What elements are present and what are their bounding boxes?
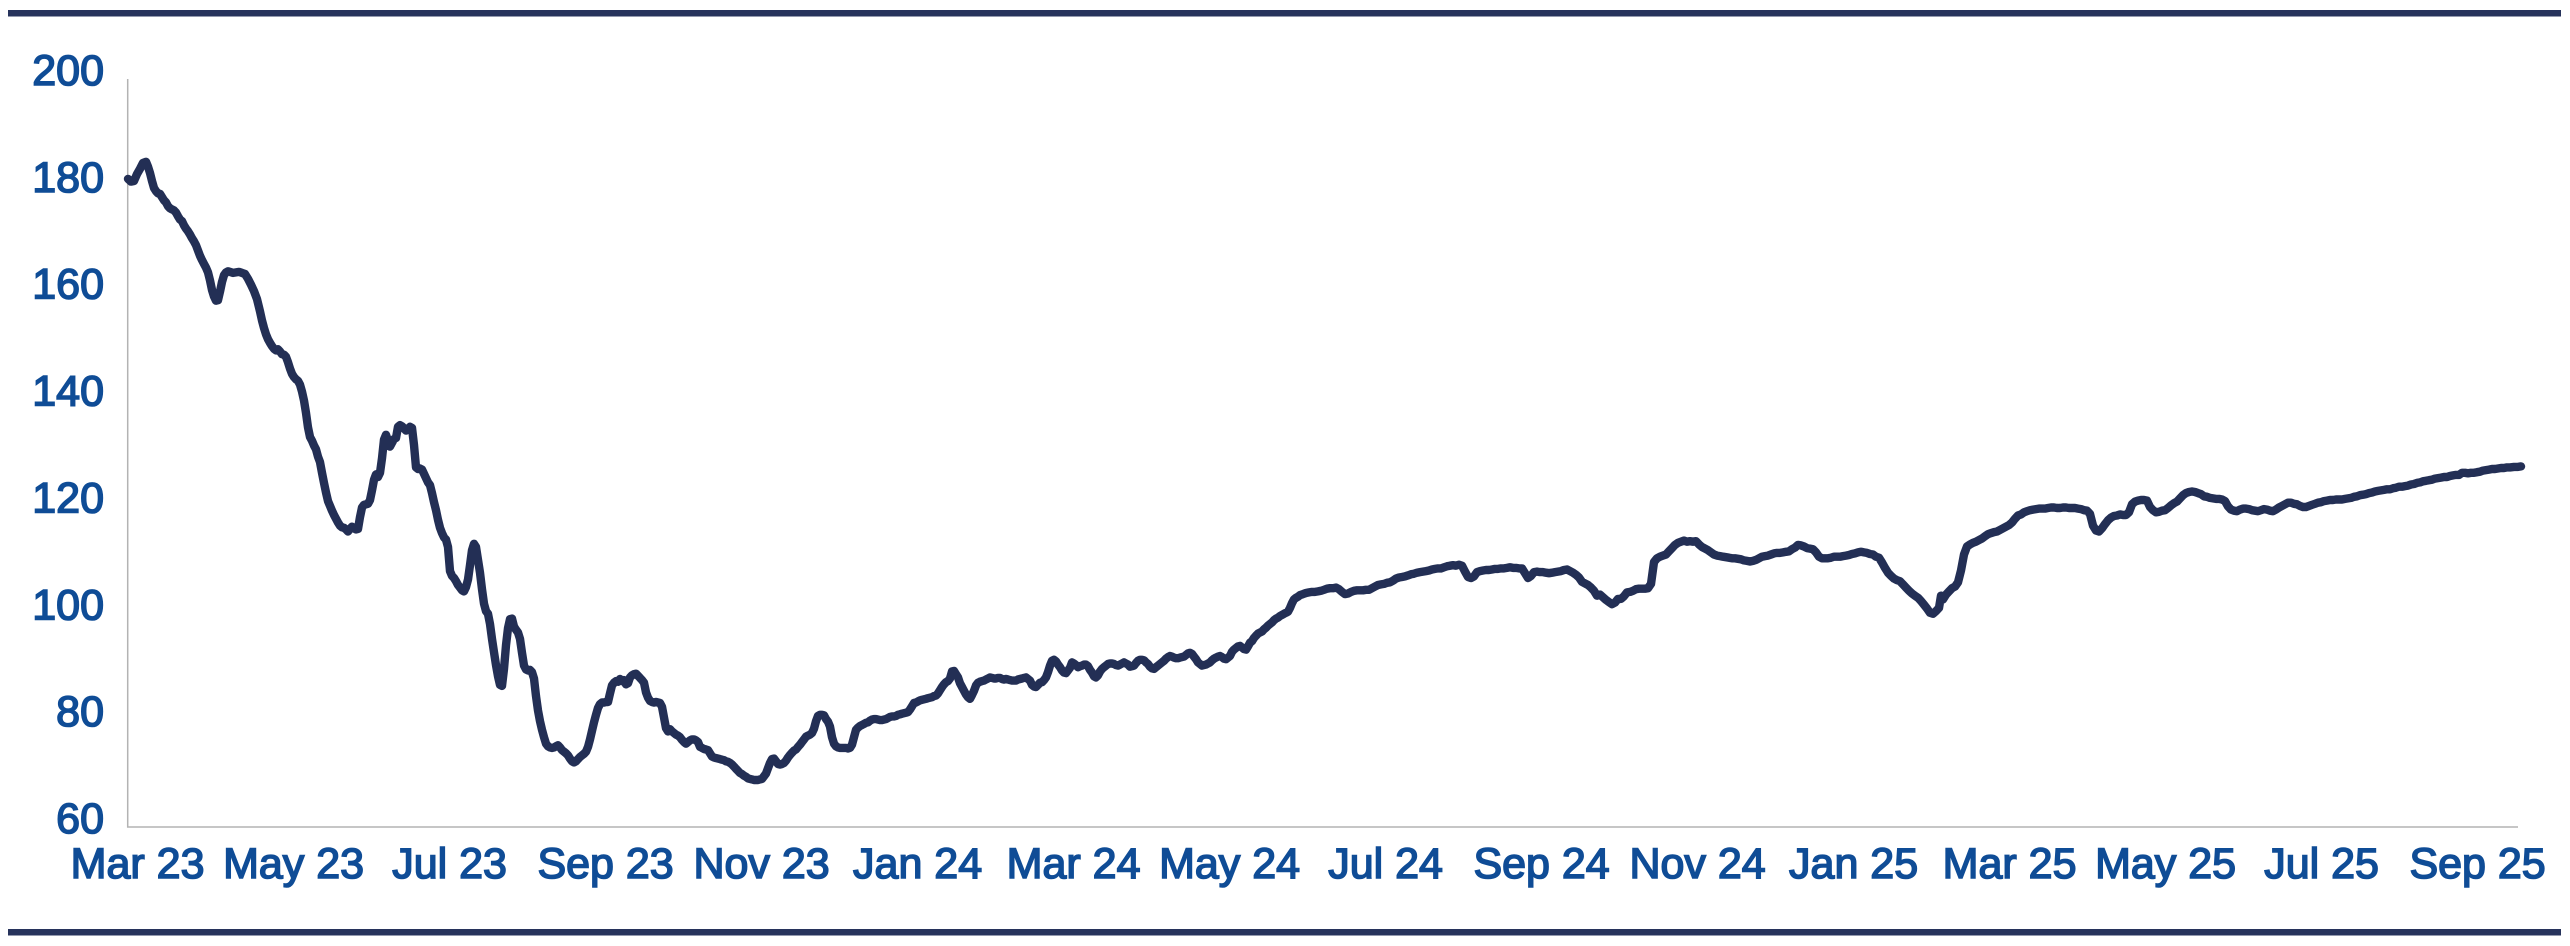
svg-text:60: 60 bbox=[56, 795, 104, 843]
svg-text:Sep 25: Sep 25 bbox=[2409, 840, 2545, 888]
svg-text:Jan 25: Jan 25 bbox=[1789, 840, 1918, 888]
svg-text:May 24: May 24 bbox=[1159, 840, 1300, 888]
svg-text:160: 160 bbox=[32, 261, 104, 309]
svg-text:100: 100 bbox=[32, 581, 104, 629]
svg-text:Nov 23: Nov 23 bbox=[693, 840, 829, 888]
svg-text:180: 180 bbox=[32, 154, 104, 202]
svg-text:Mar 24: Mar 24 bbox=[1007, 840, 1141, 888]
svg-text:May 23: May 23 bbox=[223, 840, 364, 888]
svg-text:Jan 24: Jan 24 bbox=[853, 840, 982, 888]
svg-text:Jul 23: Jul 23 bbox=[392, 840, 507, 888]
svg-text:120: 120 bbox=[32, 474, 104, 522]
svg-text:Mar 25: Mar 25 bbox=[1943, 840, 2077, 888]
svg-text:Jul 25: Jul 25 bbox=[2264, 840, 2379, 888]
svg-text:Nov 24: Nov 24 bbox=[1629, 840, 1765, 888]
svg-text:80: 80 bbox=[56, 688, 104, 736]
svg-text:140: 140 bbox=[32, 368, 104, 416]
svg-text:200: 200 bbox=[32, 47, 104, 95]
svg-text:May 25: May 25 bbox=[2095, 840, 2236, 888]
svg-text:Mar 23: Mar 23 bbox=[71, 840, 205, 888]
svg-text:Sep 24: Sep 24 bbox=[1473, 840, 1609, 888]
svg-text:Jul 24: Jul 24 bbox=[1328, 840, 1443, 888]
svg-text:Sep 23: Sep 23 bbox=[537, 840, 673, 888]
